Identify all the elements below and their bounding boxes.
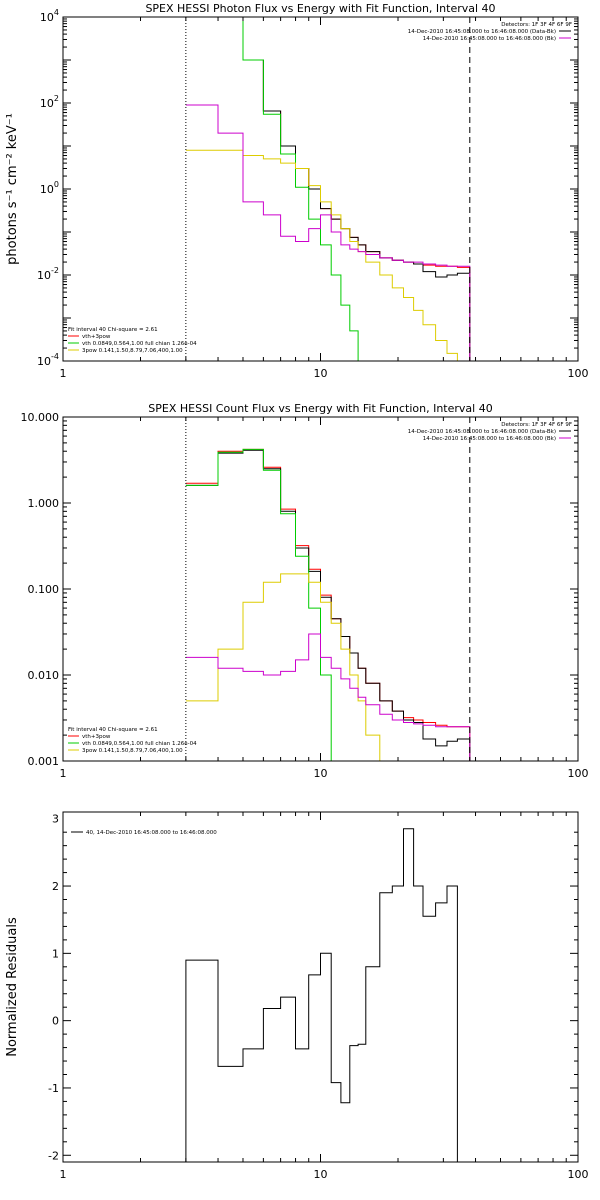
series-line-data-bk bbox=[185, 449, 471, 761]
series-group bbox=[185, 17, 471, 361]
series-line-data-bk bbox=[185, 17, 471, 361]
y-tick-label: -2 bbox=[48, 1149, 59, 1162]
x-tick-label: 10 bbox=[314, 367, 328, 380]
y-tick-label: -1 bbox=[48, 1082, 59, 1095]
y-tick-label: 100 bbox=[40, 180, 59, 196]
y-tick-label: 1.000 bbox=[28, 497, 60, 510]
legend-bottom-header: Fit interval 40 Chi-square = 2.61 bbox=[68, 327, 158, 333]
legend-bottom-text: vth+3pow bbox=[82, 734, 111, 740]
y-axis-label: photons s⁻¹ cm⁻² keV⁻¹ bbox=[5, 113, 20, 265]
legend-top-text: 14-Dec-2010 16:45:08.000 to 16:46:08.000… bbox=[423, 436, 556, 442]
y-tick-label: 10-2 bbox=[37, 266, 59, 282]
x-tick-label: 100 bbox=[568, 767, 589, 780]
y-tick-label: 0.010 bbox=[28, 669, 60, 682]
chart-title: SPEX HESSI Count Flux vs Energy with Fit… bbox=[148, 402, 492, 415]
series-line-vth-3pow bbox=[185, 448, 471, 761]
legend-top-text: 40, 14-Dec-2010 16:45:08.000 to 16:46:08… bbox=[86, 830, 217, 836]
y-tick-label: 10-4 bbox=[37, 352, 59, 368]
legend-top-text: 14-Dec-2010 16:45:08.000 to 16:46:08.000… bbox=[408, 429, 556, 435]
legend-top-text: Detectors: 1F 3F 4F 6F 9F bbox=[501, 22, 572, 28]
series-line-bk bbox=[185, 104, 471, 361]
legend-top-text: 14-Dec-2010 16:45:08.000 to 16:46:08.000… bbox=[423, 36, 556, 42]
series-line-40-14-dec-2010-16-45-08-000-to-16-46-08-000 bbox=[185, 828, 458, 1162]
legend-bottom-text: vth 0.0849,0.564,1.00 full chian 1.26e-0… bbox=[82, 741, 197, 747]
y-tick-label: 3 bbox=[52, 813, 59, 826]
plot-frame bbox=[62, 811, 579, 1163]
x-tick-label: 1 bbox=[60, 1168, 67, 1181]
legend-bottom-header: Fit interval 40 Chi-square = 2.61 bbox=[68, 727, 158, 733]
x-tick-label: 1 bbox=[60, 367, 67, 380]
series-group bbox=[185, 828, 458, 1162]
x-tick-label: 100 bbox=[568, 1168, 589, 1181]
y-tick-label: 102 bbox=[40, 94, 59, 110]
y-tick-label: 2 bbox=[52, 880, 59, 893]
legend-bottom-text: 3pow 0.141,1.50,8.79,7.06,400,1.00 bbox=[82, 348, 183, 354]
legend-bottom-text: 3pow 0.141,1.50,8.79,7.06,400,1.00 bbox=[82, 748, 183, 754]
legend-bottom-text: vth 0.0849,0.564,1.00 full chian 1.26e-0… bbox=[82, 341, 197, 347]
y-tick-label: 0 bbox=[52, 1015, 59, 1028]
series-line-bk bbox=[185, 633, 471, 761]
y-tick-label: 1 bbox=[52, 947, 59, 960]
y-tick-label: 104 bbox=[40, 8, 59, 24]
series-group bbox=[185, 448, 471, 761]
y-tick-label: 0.100 bbox=[28, 583, 60, 596]
legend-bottom-text: vth+3pow bbox=[82, 334, 111, 340]
x-tick-label: 1 bbox=[60, 767, 67, 780]
x-tick-label: 100 bbox=[568, 367, 589, 380]
legend-top-text: Detectors: 1F 3F 4F 6F 9F bbox=[501, 422, 572, 428]
y-axis-label: Normalized Residuals bbox=[5, 917, 20, 1057]
series-line-vth-3pow bbox=[185, 17, 471, 361]
series-line-3pow bbox=[185, 573, 381, 761]
series-line-vth bbox=[185, 17, 367, 361]
legend-top-text: 14-Dec-2010 16:45:08.000 to 16:46:08.000… bbox=[408, 29, 556, 35]
y-tick-label: 10.000 bbox=[21, 411, 60, 424]
series-line-vth bbox=[185, 448, 332, 761]
series-line-3pow bbox=[185, 149, 458, 361]
chart-title: SPEX HESSI Photon Flux vs Energy with Fi… bbox=[145, 2, 495, 15]
x-tick-label: 10 bbox=[314, 1168, 328, 1181]
chart-panel-2: SPEX HESSI Count Flux vs Energy with Fit… bbox=[21, 402, 589, 780]
chart-panel-1: SPEX HESSI Photon Flux vs Energy with Fi… bbox=[5, 2, 589, 380]
y-tick-label: 0.001 bbox=[28, 755, 60, 768]
x-tick-label: 10 bbox=[314, 767, 328, 780]
